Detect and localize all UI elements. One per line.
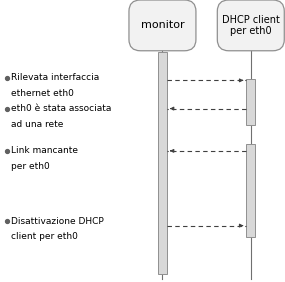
Text: Disattivazione DHCP: Disattivazione DHCP xyxy=(11,217,103,226)
Text: eth0 è stata associata: eth0 è stata associata xyxy=(11,104,111,113)
FancyBboxPatch shape xyxy=(246,79,255,125)
Text: Link mancante: Link mancante xyxy=(11,146,78,155)
FancyBboxPatch shape xyxy=(217,0,284,51)
Text: per eth0: per eth0 xyxy=(11,162,50,171)
Text: client per eth0: client per eth0 xyxy=(11,232,78,241)
Text: Rilevata interfaccia: Rilevata interfaccia xyxy=(11,73,99,82)
FancyBboxPatch shape xyxy=(129,0,196,51)
Text: monitor: monitor xyxy=(141,20,184,30)
Text: ethernet eth0: ethernet eth0 xyxy=(11,89,74,98)
FancyBboxPatch shape xyxy=(246,144,255,237)
FancyBboxPatch shape xyxy=(158,52,167,274)
Text: DHCP client
per eth0: DHCP client per eth0 xyxy=(222,15,280,36)
Text: ad una rete: ad una rete xyxy=(11,120,63,129)
